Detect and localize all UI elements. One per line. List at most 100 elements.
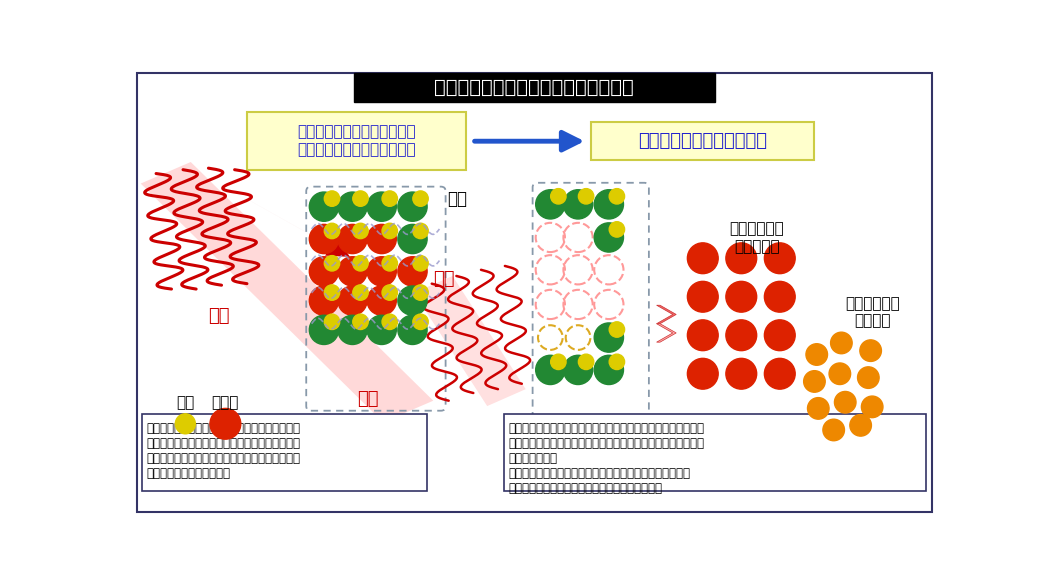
Bar: [354, 72, 715, 102]
Circle shape: [367, 286, 396, 316]
Circle shape: [726, 281, 756, 312]
Circle shape: [324, 223, 340, 238]
Circle shape: [687, 243, 719, 274]
Circle shape: [551, 188, 566, 204]
Circle shape: [338, 316, 367, 345]
Text: 非常に強いレーザー光が入射した場合: 非常に強いレーザー光が入射した場合: [434, 78, 634, 97]
Circle shape: [324, 191, 340, 206]
Circle shape: [551, 354, 566, 369]
Circle shape: [324, 256, 340, 271]
Circle shape: [397, 257, 428, 286]
Circle shape: [859, 340, 881, 361]
Text: 吸収したエネルギーによって電子とイオンに分離し、その後、
クーロン力の反発による爆発現象によって高エネルギーのイオ
ンが発生する。
物質内部までエネルギーが到達: 吸収したエネルギーによって電子とイオンに分離し、その後、 クーロン力の反発による…: [509, 422, 705, 495]
Circle shape: [397, 192, 428, 222]
Circle shape: [857, 367, 879, 389]
Circle shape: [310, 316, 339, 345]
Circle shape: [595, 190, 624, 219]
Text: 物質: 物質: [447, 190, 467, 208]
Polygon shape: [141, 162, 433, 422]
Circle shape: [862, 396, 883, 418]
Bar: [247, 112, 466, 170]
Text: 電子: 電子: [176, 395, 194, 409]
Circle shape: [563, 190, 592, 219]
Circle shape: [830, 332, 852, 354]
Circle shape: [397, 316, 428, 345]
Circle shape: [367, 224, 396, 253]
Text: 吸収: 吸収: [357, 390, 379, 408]
Circle shape: [382, 285, 397, 300]
Circle shape: [367, 257, 396, 286]
Circle shape: [353, 256, 368, 271]
Circle shape: [829, 363, 851, 385]
Polygon shape: [657, 305, 676, 324]
Text: 高エネルギー
電子の塊: 高エネルギー 電子の塊: [845, 296, 899, 328]
Circle shape: [338, 257, 367, 286]
Circle shape: [353, 314, 368, 329]
Circle shape: [726, 358, 756, 389]
Circle shape: [310, 192, 339, 222]
Circle shape: [687, 358, 719, 389]
Bar: [142, 414, 428, 491]
Circle shape: [595, 223, 624, 252]
Circle shape: [310, 286, 339, 316]
Circle shape: [609, 222, 625, 237]
Circle shape: [324, 314, 340, 329]
Circle shape: [382, 256, 397, 271]
Circle shape: [536, 190, 565, 219]
Text: 入射: 入射: [209, 307, 229, 325]
Circle shape: [563, 356, 592, 385]
Circle shape: [367, 316, 396, 345]
Circle shape: [367, 192, 396, 222]
Circle shape: [687, 281, 719, 312]
Circle shape: [382, 191, 397, 206]
Circle shape: [807, 398, 829, 419]
Circle shape: [765, 358, 795, 389]
Circle shape: [609, 188, 625, 204]
Circle shape: [413, 223, 429, 238]
Circle shape: [353, 285, 368, 300]
Circle shape: [765, 281, 795, 312]
Circle shape: [310, 224, 339, 253]
Circle shape: [595, 356, 624, 385]
Circle shape: [806, 344, 827, 365]
Circle shape: [338, 286, 367, 316]
Circle shape: [579, 354, 593, 369]
Circle shape: [413, 256, 429, 271]
Circle shape: [823, 419, 845, 441]
Circle shape: [804, 371, 825, 392]
Circle shape: [413, 285, 429, 300]
Text: 高エネルギー
イオンの塊: 高エネルギー イオンの塊: [729, 221, 784, 253]
Circle shape: [353, 191, 368, 206]
Circle shape: [726, 320, 756, 351]
Text: 相対論的効果の発生によって
物質の内部まで光が透過する: 相対論的効果の発生によって 物質の内部まで光が透過する: [297, 125, 416, 157]
Circle shape: [397, 224, 428, 253]
Circle shape: [413, 191, 429, 206]
Polygon shape: [657, 324, 676, 342]
Circle shape: [609, 322, 625, 337]
Circle shape: [175, 414, 195, 434]
Circle shape: [397, 286, 428, 316]
Circle shape: [609, 354, 625, 369]
Text: イオン: イオン: [212, 395, 239, 409]
Circle shape: [210, 408, 241, 439]
Text: 非常に高強度のレーザーを照射すると物質内部で
相対論的な効果が起こり、電子の重さが重くなる
ため電子の振動が緩やかになる。その結果、照射
した光が物質を透過する: 非常に高強度のレーザーを照射すると物質内部で 相対論的な効果が起こり、電子の重さ…: [147, 422, 300, 480]
Circle shape: [726, 243, 756, 274]
Circle shape: [382, 223, 397, 238]
Circle shape: [687, 320, 719, 351]
Circle shape: [595, 323, 624, 352]
Circle shape: [338, 192, 367, 222]
Bar: [591, 122, 815, 161]
Circle shape: [353, 223, 368, 238]
Polygon shape: [414, 276, 526, 406]
Circle shape: [310, 257, 339, 286]
Circle shape: [579, 188, 593, 204]
Circle shape: [765, 243, 795, 274]
Text: 透過: 透過: [433, 270, 455, 288]
Circle shape: [850, 415, 871, 436]
Circle shape: [765, 320, 795, 351]
Circle shape: [834, 392, 856, 413]
Circle shape: [536, 356, 565, 385]
Circle shape: [382, 314, 397, 329]
Circle shape: [338, 224, 367, 253]
Text: 高エネルギーイオンの発生: 高エネルギーイオンの発生: [638, 132, 768, 150]
